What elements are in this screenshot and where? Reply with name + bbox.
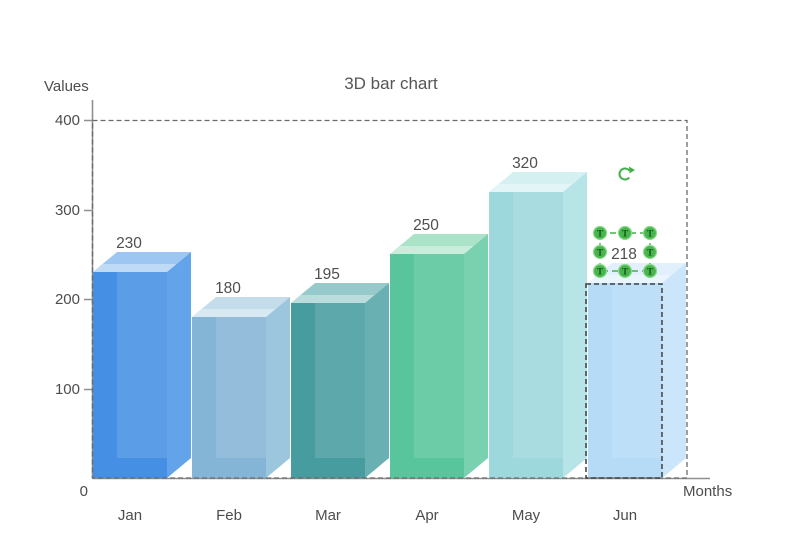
- bar-inner-highlight: [315, 303, 365, 458]
- text-handle[interactable]: T: [642, 244, 658, 260]
- text-handle-circle: [642, 263, 658, 279]
- text-handle-circle: [592, 225, 608, 241]
- rotate-handle[interactable]: [617, 166, 635, 181]
- y-tick-label: 200: [55, 291, 80, 308]
- bar-inner-highlight: [117, 272, 167, 458]
- text-handle-circle: [592, 263, 608, 279]
- bar-top-bevel: [390, 246, 474, 254]
- text-handle[interactable]: T: [592, 263, 608, 279]
- text-handle-circle: [642, 225, 658, 241]
- bar-top-bevel: [192, 309, 276, 317]
- bar-apr[interactable]: [390, 234, 488, 478]
- text-handle-glyph: T: [647, 248, 654, 258]
- text-handle-glyph: T: [597, 248, 604, 258]
- bar-top-face: [93, 252, 191, 272]
- bar-top-bevel: [93, 264, 177, 272]
- text-handle-circle: [617, 225, 633, 241]
- rotate-handle-arc: [618, 167, 632, 181]
- bar-value-label[interactable]: 230: [116, 235, 142, 252]
- bar-jan[interactable]: [93, 252, 191, 478]
- text-handle-glyph: T: [647, 229, 654, 239]
- origin-tick-label: 0: [79, 483, 88, 500]
- bar-side-face: [266, 297, 290, 478]
- chart-title[interactable]: 3D bar chart: [344, 74, 438, 93]
- bar-top-bevel: [489, 184, 573, 192]
- y-axis-title[interactable]: Values: [44, 78, 89, 95]
- y-tick-label: 400: [55, 112, 80, 129]
- bar-side-face: [563, 172, 587, 478]
- text-handle-circle: [592, 244, 608, 260]
- text-handle[interactable]: T: [642, 225, 658, 241]
- bar-side-face: [464, 234, 488, 478]
- bar-value-label[interactable]: 195: [314, 266, 340, 283]
- bar-front-face: [291, 303, 365, 478]
- x-tick-label-mar[interactable]: Mar: [315, 507, 341, 524]
- text-handle[interactable]: T: [592, 244, 608, 260]
- text-handle[interactable]: T: [617, 225, 633, 241]
- text-handle-glyph: T: [622, 267, 629, 277]
- bar-value-label[interactable]: 180: [215, 280, 241, 297]
- text-handle[interactable]: T: [617, 263, 633, 279]
- bar-front-face: [93, 272, 167, 478]
- y-tick-label: 100: [55, 381, 80, 398]
- bar-may[interactable]: [489, 172, 587, 478]
- text-handle[interactable]: T: [642, 263, 658, 279]
- y-tick-label: 300: [55, 202, 80, 219]
- bar-selection-outline: [585, 283, 663, 479]
- bar-side-face: [365, 283, 389, 478]
- x-tick-label-jan[interactable]: Jan: [118, 507, 142, 524]
- text-handle-circle: [642, 244, 658, 260]
- bar-top-bevel: [291, 295, 375, 303]
- rotate-handle-arrow: [629, 166, 635, 174]
- text-handle[interactable]: T: [592, 225, 608, 241]
- bar-mar[interactable]: [291, 283, 389, 478]
- x-axis-title[interactable]: Months: [683, 483, 733, 500]
- x-tick-label-feb[interactable]: Feb: [216, 507, 242, 524]
- bar-top-face: [192, 297, 290, 317]
- bar-top-face: [291, 283, 389, 303]
- bar-side-face: [167, 252, 191, 478]
- bar-value-label[interactable]: 218: [611, 246, 637, 263]
- bar-inner-highlight: [612, 283, 662, 458]
- x-tick-label-may[interactable]: May: [512, 507, 541, 524]
- bar-front-face: [588, 283, 662, 478]
- text-handle-glyph: T: [597, 267, 604, 277]
- bar-top-face: [489, 172, 587, 192]
- bar-top-face: [588, 263, 686, 283]
- bar-inner-highlight: [414, 254, 464, 458]
- bar-inner-highlight: [513, 192, 563, 458]
- text-handle-circle: [617, 263, 633, 279]
- bar-side-face: [662, 263, 686, 478]
- x-tick-label-jun[interactable]: Jun: [613, 507, 637, 524]
- bar-front-face: [390, 254, 464, 478]
- bar-value-label[interactable]: 250: [413, 217, 439, 234]
- bar-front-face: [489, 192, 563, 478]
- bar-jun[interactable]: [588, 263, 686, 478]
- bar-top-face: [390, 234, 488, 254]
- x-tick-label-apr[interactable]: Apr: [415, 507, 438, 524]
- bar-feb[interactable]: [192, 297, 290, 478]
- text-handle-glyph: T: [622, 229, 629, 239]
- text-handle-glyph: T: [597, 229, 604, 239]
- bar-front-face: [192, 317, 266, 478]
- text-handle-glyph: T: [647, 267, 654, 277]
- chart-selection-outline: [91, 119, 688, 479]
- bar-inner-highlight: [216, 317, 266, 458]
- bar-value-label[interactable]: 320: [512, 155, 538, 172]
